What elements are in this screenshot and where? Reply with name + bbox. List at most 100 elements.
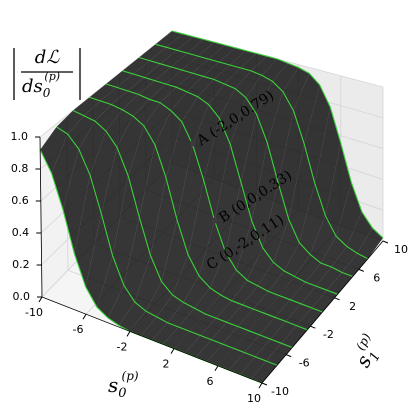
surface-patch (251, 361, 278, 383)
surface-patch (268, 270, 295, 296)
surface-patch (74, 174, 102, 287)
surface-patch (236, 220, 263, 281)
surface-patch (197, 79, 225, 105)
x-tick (170, 348, 175, 354)
surface-patch (139, 44, 167, 61)
surface-patch (100, 87, 128, 105)
surface-patch (116, 74, 144, 91)
surface-patch (187, 76, 214, 97)
surface-patch (231, 280, 258, 305)
surface-patch (311, 290, 338, 312)
surface-patch (196, 339, 223, 362)
surface-patch (346, 211, 373, 254)
contour-line (89, 96, 308, 331)
surface-patch (161, 220, 189, 295)
y-tick (286, 354, 292, 358)
surface-patch (108, 285, 135, 326)
surface-patch (183, 275, 210, 309)
y-tick-label: 6 (373, 271, 380, 284)
x-tick (214, 365, 219, 372)
surface-patch (207, 344, 234, 366)
surface-patch (194, 287, 221, 314)
surface-patch (331, 246, 358, 273)
surface-patch (209, 252, 237, 295)
surface-patch (192, 59, 220, 77)
surface-patch (299, 183, 326, 255)
surface-patch (156, 295, 184, 323)
surface-patch (278, 110, 305, 220)
surface-patch (85, 213, 113, 308)
surface (40, 31, 383, 383)
surface-patch (264, 295, 291, 318)
surface-patch (188, 180, 215, 276)
surface-patch (155, 31, 183, 48)
surface-patch (176, 73, 204, 92)
surface-patch (176, 36, 204, 54)
x-label-sup: (p) (122, 369, 139, 383)
x-tick-label: 6 (207, 375, 214, 388)
surface-patch (144, 63, 172, 81)
surface-patch (224, 67, 252, 89)
z-label-denominator: ds0 (p) (22, 70, 60, 100)
surface-patch (253, 291, 280, 314)
surface-patch (235, 70, 262, 98)
surface-patch (208, 84, 236, 119)
surface-patch (145, 281, 173, 317)
surface-patch (203, 118, 231, 221)
surface-patch (172, 254, 199, 303)
z-tick-label: 0.8 (11, 162, 29, 175)
surface-patch (225, 182, 252, 270)
surface-patch (163, 327, 190, 349)
surface-patch (256, 81, 283, 143)
surface-patch (144, 102, 171, 145)
z-label-base: ds (22, 76, 43, 97)
surface-patch (160, 50, 188, 67)
surface-patch (214, 144, 241, 253)
surface-patch (288, 144, 315, 243)
surface-patch (293, 73, 320, 144)
surface-patch (78, 121, 106, 175)
surface-patch (261, 59, 289, 82)
x-label: s0 (p) (108, 369, 139, 401)
surface-patch (171, 53, 198, 70)
y-tick (334, 297, 340, 301)
z-tick-label: 0.6 (11, 194, 29, 207)
surface-patch (216, 300, 243, 323)
surface-patch (281, 325, 308, 348)
x-tick-label: 10 (247, 392, 261, 405)
x-tick-label: -10 (25, 306, 43, 319)
x-tick (38, 296, 43, 303)
surface-patch (111, 90, 139, 110)
y-tick (382, 240, 389, 244)
surface-patch (205, 295, 232, 319)
contour-line (122, 70, 338, 295)
surface-patch (296, 307, 323, 330)
contour-line (138, 56, 353, 278)
surface-patch (219, 47, 246, 65)
surface-patch (51, 134, 79, 210)
z-tick-label: 1.0 (11, 130, 29, 143)
surface-patch (62, 148, 90, 254)
surface-patch (326, 272, 353, 295)
surface-patch (185, 335, 212, 358)
surface-patch (305, 263, 332, 287)
surface-patch (218, 348, 245, 371)
surface-patch (240, 356, 267, 379)
surface-patch (73, 97, 101, 116)
surface-patch (304, 84, 331, 184)
point (199, 264, 206, 271)
surface-patch (294, 254, 321, 283)
x-tick-label: -2 (117, 340, 128, 353)
surface-patch (242, 285, 269, 309)
surface-patch (248, 313, 275, 335)
surface-patch (342, 253, 368, 277)
x-tick (126, 331, 131, 337)
surface-patch (213, 65, 241, 84)
surface-patch (251, 56, 278, 76)
surface-patch (154, 66, 182, 84)
surface-patch (40, 126, 68, 174)
surface-patch (220, 270, 248, 301)
surface-patch (166, 33, 194, 51)
surface-patch (106, 109, 134, 148)
